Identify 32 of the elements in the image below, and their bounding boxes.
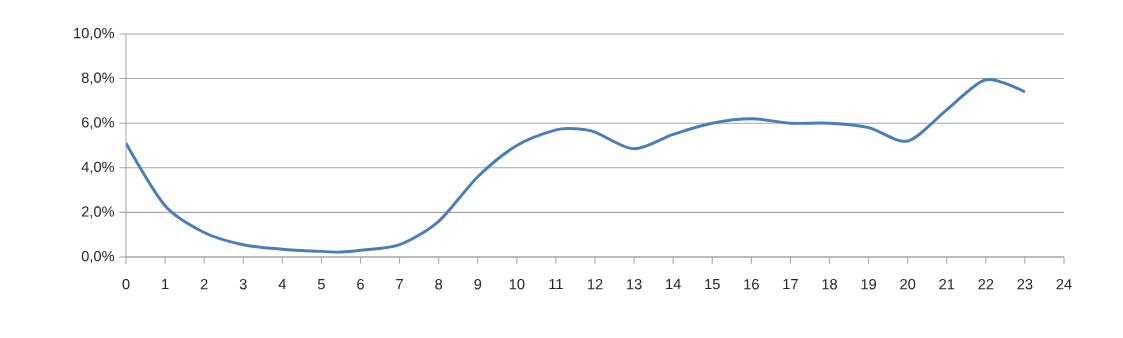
x-tick-label: 6	[357, 279, 364, 290]
y-tick-label: 8,0%	[81, 72, 115, 85]
x-tick-label: 5	[317, 279, 325, 290]
x-tick-label: 22	[978, 279, 994, 290]
x-tick-label: 12	[587, 279, 603, 290]
x-tick-label: 1	[162, 279, 169, 290]
x-tick-label: 17	[783, 279, 798, 290]
x-tick-label: 21	[939, 279, 955, 290]
x-tick-label: 7	[396, 279, 403, 290]
x-tick-label: 16	[744, 279, 759, 290]
x-tick-label: 0	[122, 279, 130, 290]
x-tick-label: 19	[861, 279, 877, 290]
x-tick-label: 2	[200, 279, 208, 290]
y-tick-label: 4,0%	[81, 161, 115, 174]
x-tick-label: 13	[627, 279, 642, 290]
y-tick-label: 10,0%	[74, 27, 115, 41]
x-tick-label: 11	[549, 279, 563, 290]
x-tick-label: 10	[509, 279, 525, 290]
y-tick-label: 2,0%	[81, 206, 115, 219]
x-tick-label: 4	[278, 279, 286, 290]
x-tick-label: 20	[900, 279, 916, 290]
x-tick-label: 18	[822, 279, 838, 290]
x-tick-label: 24	[1056, 279, 1072, 290]
x-tick-label: 15	[705, 279, 720, 290]
x-tick-label: 9	[474, 279, 482, 290]
y-tick-label: 0,0%	[81, 250, 115, 264]
line-series	[126, 78, 1027, 254]
x-tick-label: 3	[239, 279, 247, 290]
x-tick-label: 23	[1017, 279, 1033, 290]
x-tick-label: 14	[666, 279, 681, 290]
x-tick-label: 8	[435, 279, 443, 290]
y-tick-label: 6,0%	[81, 117, 115, 130]
